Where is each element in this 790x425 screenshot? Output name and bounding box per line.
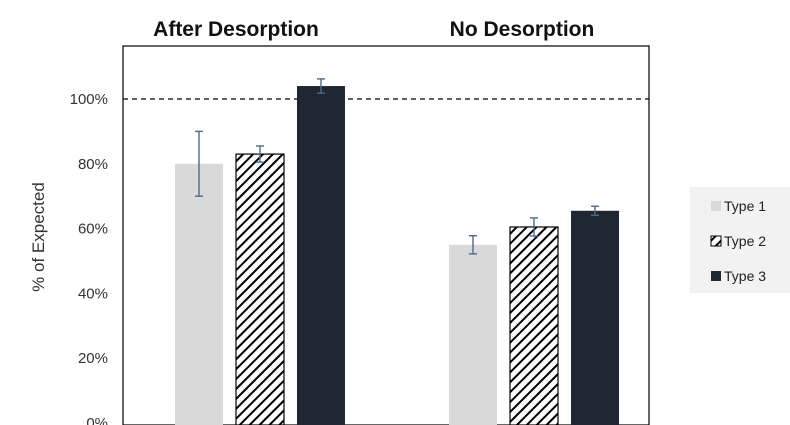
y-axis-title: % of Expected xyxy=(29,182,48,292)
bar-type-1-no-desorption xyxy=(449,244,497,425)
bar-type-2-after-desorption xyxy=(235,153,285,425)
legend-label: Type 2 xyxy=(724,233,766,249)
legend-label: Type 3 xyxy=(724,268,766,284)
group-title: After Desorption xyxy=(153,18,319,41)
y-tick-label: 100% xyxy=(70,91,108,108)
legend-swatch xyxy=(710,235,722,247)
legend-swatch xyxy=(711,271,721,281)
legend-box xyxy=(690,187,790,293)
error-bar xyxy=(317,78,325,94)
y-tick-label: 80% xyxy=(78,156,108,173)
y-tick-label: 60% xyxy=(78,221,108,238)
bar-type-3-after-desorption xyxy=(297,86,345,425)
y-tick-label: 0% xyxy=(86,415,108,425)
error-bar xyxy=(256,145,264,163)
bar-type-3-no-desorption xyxy=(571,210,619,425)
y-tick-label: 40% xyxy=(78,285,108,302)
legend-swatch xyxy=(711,201,721,211)
error-bar xyxy=(469,235,477,255)
legend: Type 1 Type 2 Type 3 xyxy=(690,187,790,293)
error-bar xyxy=(591,205,599,217)
bar-type-1-after-desorption xyxy=(175,163,223,425)
legend-label: Type 1 xyxy=(724,198,766,214)
plot-area xyxy=(122,45,650,425)
error-bar xyxy=(195,130,203,197)
y-tick-label: 20% xyxy=(78,350,108,367)
bar-type-2-no-desorption xyxy=(509,226,559,425)
error-bar xyxy=(530,217,538,237)
group-title: No Desorption xyxy=(450,18,595,41)
